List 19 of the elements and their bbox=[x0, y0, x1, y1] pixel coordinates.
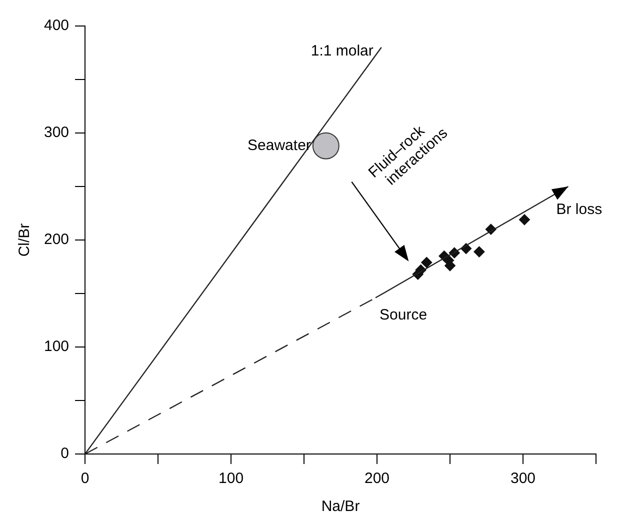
point bbox=[474, 246, 485, 258]
x-axis-title: Na/Br bbox=[321, 498, 360, 516]
point bbox=[312, 132, 340, 160]
point bbox=[518, 214, 530, 226]
x-tick-label: 0 bbox=[80, 470, 90, 488]
series-label: Seawater bbox=[248, 136, 311, 154]
series-label: 1:1 molar bbox=[310, 42, 374, 60]
point bbox=[421, 256, 432, 268]
y-tick-label: 200 bbox=[44, 231, 70, 248]
annotation: Source bbox=[380, 306, 428, 324]
x-tick-label: 100 bbox=[218, 470, 244, 488]
y-tick-label: 100 bbox=[44, 338, 70, 356]
y-tick-label: 300 bbox=[44, 124, 70, 142]
y-tick-label: 400 bbox=[44, 17, 70, 34]
x-tick-label: 200 bbox=[364, 470, 390, 488]
y-axis-title: Cl/Br bbox=[16, 223, 34, 257]
x-tick-label: 300 bbox=[510, 470, 536, 488]
y-tick-label: 0 bbox=[60, 445, 70, 462]
series-label: Br loss bbox=[556, 201, 602, 218]
